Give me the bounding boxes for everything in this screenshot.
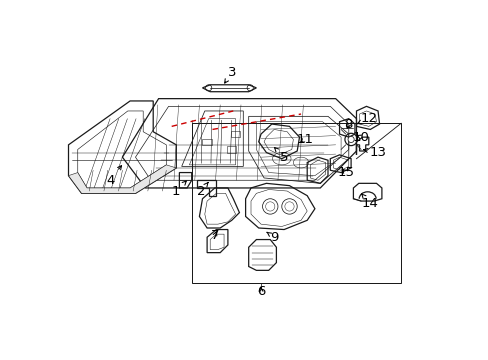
Text: 4: 4 (106, 166, 122, 187)
Bar (202, 139, 211, 145)
Text: 7: 7 (210, 229, 219, 242)
Bar (191, 123, 400, 283)
Text: 13: 13 (363, 146, 386, 159)
Circle shape (347, 136, 353, 143)
Bar (226, 147, 236, 153)
Text: 15: 15 (337, 166, 353, 179)
Text: 3: 3 (224, 66, 236, 83)
Bar (230, 131, 240, 137)
Text: 9: 9 (266, 231, 278, 244)
Text: 5: 5 (274, 148, 288, 164)
Text: 11: 11 (296, 133, 313, 146)
Text: 2: 2 (196, 183, 208, 198)
Text: 10: 10 (352, 131, 369, 144)
Text: 12: 12 (357, 112, 377, 125)
Text: 14: 14 (361, 194, 378, 210)
Text: 6: 6 (256, 285, 264, 298)
Text: 8: 8 (344, 118, 352, 131)
Text: 1: 1 (172, 181, 186, 198)
Polygon shape (68, 165, 176, 193)
